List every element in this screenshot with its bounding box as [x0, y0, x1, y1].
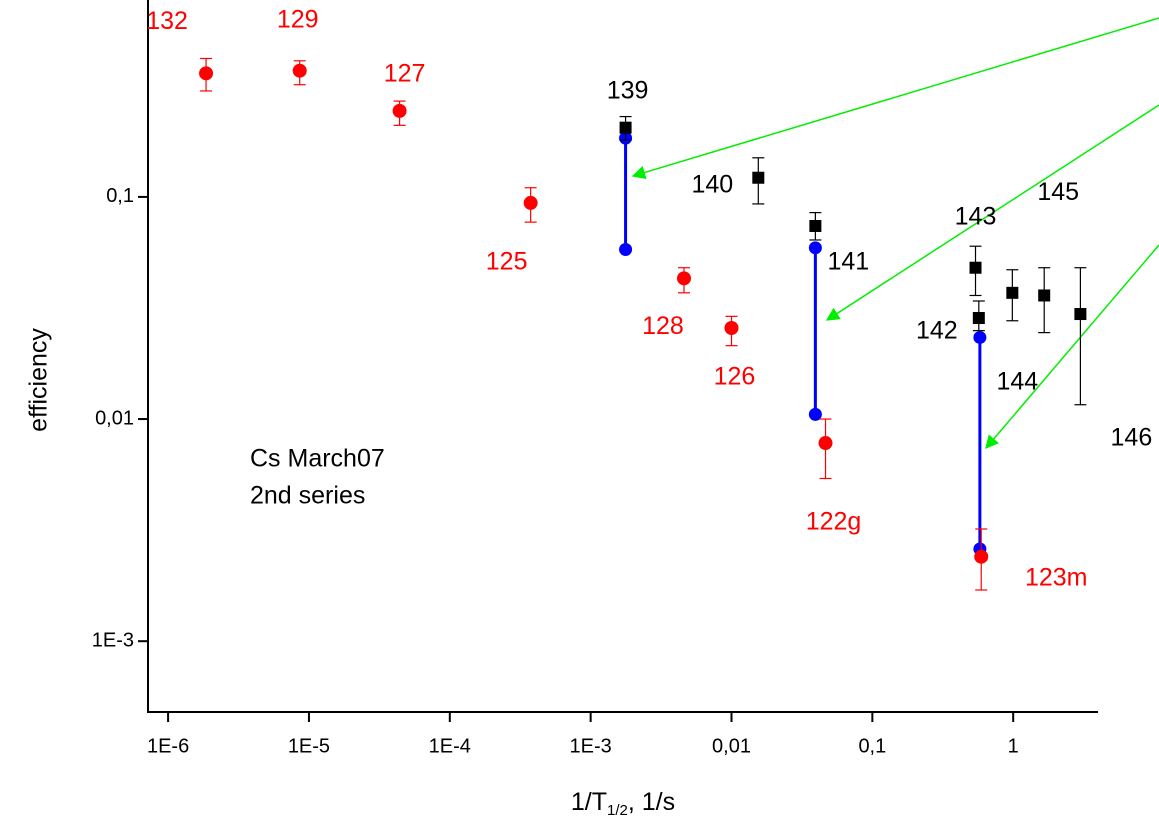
point-label: 144: [996, 367, 1038, 395]
x-tick-label: 1E-3: [570, 735, 612, 757]
point: [974, 549, 989, 564]
y-tick-label: 1E-3: [92, 629, 134, 651]
point: [676, 271, 691, 286]
point: [969, 261, 982, 274]
segment-point: [619, 242, 633, 256]
annotation: 2nd series: [250, 482, 365, 510]
point: [392, 103, 407, 118]
point: [619, 121, 632, 134]
point-label: 125: [486, 247, 528, 275]
segment-point: [808, 407, 822, 421]
point-label: 141: [828, 248, 870, 276]
y-axis-label: efficiency: [25, 328, 53, 432]
arrow: [631, 17, 1159, 179]
point-label: 142: [916, 317, 958, 345]
x-axis-label: 1/T1/2, 1/s: [571, 788, 675, 819]
point-label: 132: [146, 7, 188, 35]
annotation: Cs March07: [250, 445, 385, 473]
point: [292, 63, 307, 78]
point-label: 122g: [806, 508, 862, 536]
point: [1038, 289, 1051, 302]
point-label: 126: [714, 363, 756, 391]
point: [809, 219, 822, 232]
arrow: [985, 244, 1159, 450]
y-tick-label: 0,1: [106, 185, 134, 207]
point: [1006, 286, 1019, 299]
point-label: 140: [691, 170, 733, 198]
x-tick-label: 1: [1008, 735, 1019, 757]
x-tick-label: 1E-6: [147, 735, 189, 757]
segment-point: [808, 241, 822, 255]
point: [523, 195, 538, 210]
point: [724, 320, 739, 335]
x-label-sub: 1/2: [607, 802, 628, 819]
x-label-main: 1/T: [571, 788, 607, 816]
point-label: 146: [1111, 424, 1153, 452]
point: [818, 436, 833, 451]
point-label: 123m: [1025, 563, 1088, 591]
x-tick-label: 1E-4: [429, 735, 471, 757]
point: [752, 171, 765, 184]
point-label: 143: [955, 202, 997, 230]
y-tick-label: 0,01: [95, 407, 134, 429]
x-tick-label: 1E-5: [288, 735, 330, 757]
x-tick-label: 0,1: [858, 735, 886, 757]
point: [199, 66, 214, 81]
segment-point: [973, 330, 987, 344]
point-label: 139: [607, 76, 649, 104]
point-label: 145: [1037, 178, 1079, 206]
x-tick-label: 0,01: [712, 735, 751, 757]
point: [972, 312, 985, 325]
arrow: [825, 104, 1159, 321]
point: [1074, 308, 1087, 321]
x-label-rest: , 1/s: [628, 788, 675, 816]
point-label: 128: [642, 312, 684, 340]
point-label: 129: [277, 5, 319, 33]
point-label: 127: [384, 59, 426, 87]
